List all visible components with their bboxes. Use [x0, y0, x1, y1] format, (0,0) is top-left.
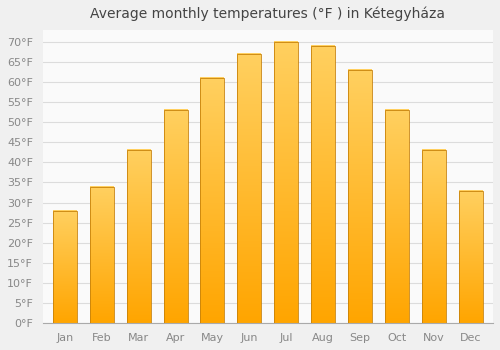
Bar	[200, 78, 224, 323]
Bar	[126, 150, 150, 323]
Title: Average monthly temperatures (°F ) in Kétegyháza: Average monthly temperatures (°F ) in Ké…	[90, 7, 446, 21]
Bar	[311, 46, 335, 323]
Bar	[164, 110, 188, 323]
Bar	[53, 211, 77, 323]
Bar	[385, 110, 409, 323]
Bar	[422, 150, 446, 323]
Bar	[90, 187, 114, 323]
Bar	[348, 70, 372, 323]
Bar	[238, 54, 262, 323]
Bar	[274, 42, 298, 323]
Bar	[459, 190, 483, 323]
